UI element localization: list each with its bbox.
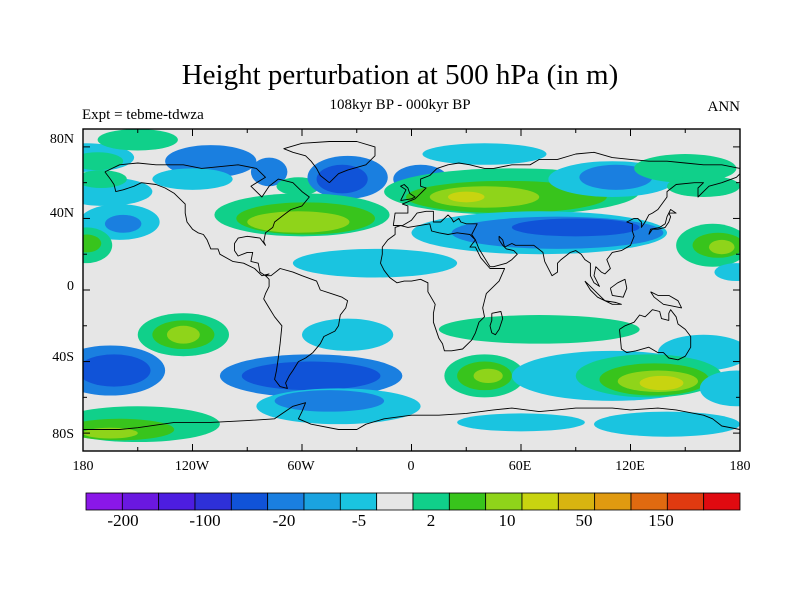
coastline-13 xyxy=(650,291,683,309)
contour-region-25 xyxy=(104,214,142,233)
contour-region-21 xyxy=(579,164,653,190)
y-tick-label-40s: 40S xyxy=(52,350,74,365)
colorbar-swatch-11 xyxy=(485,492,523,511)
x-tick-label-60w: 60W xyxy=(287,459,315,474)
y-tick-label-80n: 80N xyxy=(49,132,74,147)
contour-region-54 xyxy=(699,370,740,407)
x-tick-label-120e: 120E xyxy=(615,459,645,474)
colorbar-swatch-8 xyxy=(376,492,414,511)
y-tick-label-40n: 40N xyxy=(49,206,74,221)
colorbar-swatch-17 xyxy=(703,492,741,511)
colorbar-swatch-4 xyxy=(230,492,269,511)
colorbar-label-150: 150 xyxy=(648,511,674,530)
colorbar-label-minus-200: -200 xyxy=(107,511,139,530)
coastline-7 xyxy=(489,311,504,336)
season-label: ANN xyxy=(707,99,741,115)
colorbar-swatch-0 xyxy=(85,492,123,511)
colorbar-swatch-9 xyxy=(412,492,450,511)
contour-region-10 xyxy=(316,164,368,194)
coastline-14 xyxy=(83,402,740,430)
figure-subtitle: 108kyr BP - 000kyr BP xyxy=(329,97,471,113)
contour-region-58 xyxy=(457,413,585,432)
colorbar-label-50: 50 xyxy=(575,511,593,530)
colorbar-swatch-16 xyxy=(666,492,705,511)
colorbar-swatch-13 xyxy=(557,492,596,511)
x-tick-label-180e: 180 xyxy=(729,459,751,474)
contour-region-34 xyxy=(708,239,735,255)
colorbar-swatch-14 xyxy=(594,492,632,511)
x-tick-label-0: 0 xyxy=(407,459,415,474)
colorbar-swatch-6 xyxy=(303,492,341,511)
contour-region-39 xyxy=(302,318,394,351)
contour-region-26 xyxy=(292,248,458,278)
contour-region-19 xyxy=(448,191,485,203)
contour-region-29 xyxy=(511,218,640,237)
coastline-12 xyxy=(609,278,628,298)
contour-region-12 xyxy=(422,143,547,165)
coastline-11 xyxy=(604,300,622,305)
colorbar-label-minus-100: -100 xyxy=(189,511,221,530)
colorbar-label-minus-20: -20 xyxy=(272,511,296,530)
coastline-2 xyxy=(283,141,376,184)
coastlines xyxy=(83,141,740,430)
x-tick-label-120w: 120W xyxy=(174,459,210,474)
colorbar-swatch-12 xyxy=(521,492,559,511)
contour-region-56 xyxy=(274,390,385,412)
contour-region-43 xyxy=(83,354,151,387)
colorbar-swatch-7 xyxy=(339,492,378,511)
contour-region-38 xyxy=(166,325,200,344)
experiment-label: Expt = tebme-tdwza xyxy=(82,107,204,123)
contour-region-53 xyxy=(639,375,684,391)
contour-region-1 xyxy=(83,152,124,171)
coastline-4 xyxy=(393,173,740,287)
coastline-10 xyxy=(584,280,606,302)
contour-region-61 xyxy=(83,427,138,439)
x-tick-label-180w: 180 xyxy=(72,459,94,474)
colorbar xyxy=(85,492,741,511)
height-perturbation-field xyxy=(83,129,740,443)
colorbar-swatch-1 xyxy=(121,492,160,511)
colorbar-label-minus-5: -5 xyxy=(351,511,367,530)
coastline-1 xyxy=(263,268,349,389)
colorbar-swatch-15 xyxy=(630,492,668,511)
y-tick-label-80s: 80S xyxy=(52,427,74,442)
contour-region-23 xyxy=(667,175,740,197)
contour-region-40 xyxy=(438,315,640,344)
x-tick-label-60e: 60E xyxy=(508,459,532,474)
contour-region-35 xyxy=(714,263,740,282)
coastline-8 xyxy=(400,184,416,202)
figure-title: Height perturbation at 500 hPa (in m) xyxy=(181,59,619,91)
contour-region-48 xyxy=(473,368,503,384)
colorbar-swatch-5 xyxy=(267,492,305,511)
colorbar-swatch-3 xyxy=(194,492,232,511)
colorbar-swatch-10 xyxy=(448,492,487,511)
colorbar-swatch-2 xyxy=(158,492,196,511)
coastline-3 xyxy=(392,151,740,226)
contour-region-4 xyxy=(152,168,233,190)
axis-ticks xyxy=(82,129,741,451)
contour-region-57 xyxy=(594,411,740,437)
coastline-0 xyxy=(104,162,310,277)
contour-region-31 xyxy=(83,234,102,253)
colorbar-label-2: 2 xyxy=(426,511,436,530)
contour-region-15 xyxy=(247,211,350,233)
coastline-5 xyxy=(380,223,506,352)
contour-region-8 xyxy=(83,170,127,189)
contour-region-45 xyxy=(241,361,381,391)
colorbar-label-10: 10 xyxy=(498,511,516,530)
coastline-6 xyxy=(619,309,692,361)
y-tick-label-0: 0 xyxy=(67,279,74,294)
coastline-9 xyxy=(648,209,677,235)
contour-region-2 xyxy=(97,129,178,151)
